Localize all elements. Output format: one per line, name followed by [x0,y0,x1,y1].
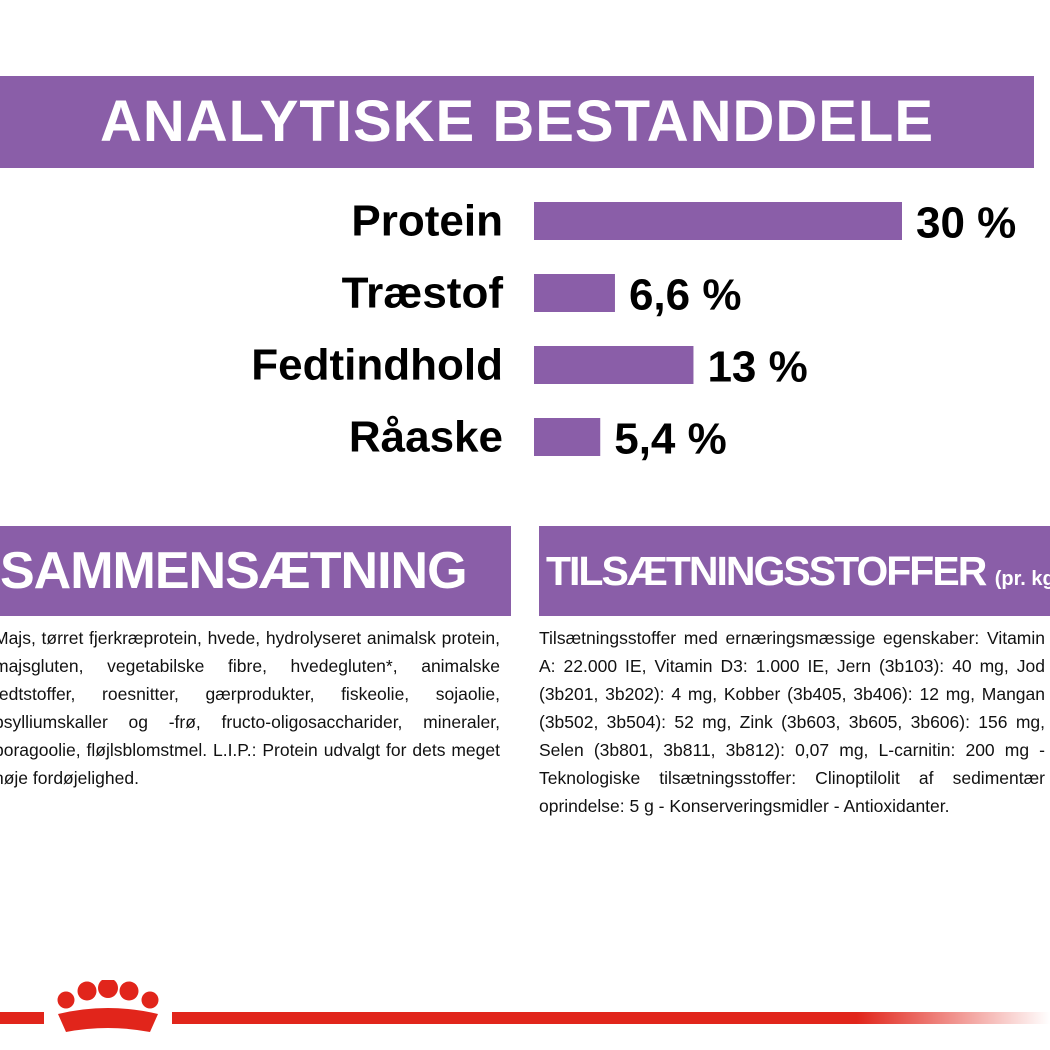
composition-header: SAMMENSÆTNING [0,526,511,616]
value-label: 6,6 % [629,271,742,320]
bar-tr-stof [534,274,615,312]
additives-text: Tilsætningsstoffer med ernæringsmæssige … [539,628,1045,816]
banner-title: ANALYTISKE BESTANDDELE [99,89,935,154]
category-label: Træstof [342,269,504,318]
composition-title: SAMMENSÆTNING [0,542,468,600]
category-label: Råaske [349,413,503,462]
value-label: 5,4 % [614,415,727,464]
bar-r-aske [534,418,601,456]
additives-title-wrap: TILSÆTNINGSSTOFFER (pr. kg) [546,526,1050,616]
value-label: 13 % [707,343,807,392]
footer-line-left [0,1012,44,1024]
category-label: Fedtindhold [251,341,503,390]
bar-protein [534,202,902,240]
additives-header: TILSÆTNINGSSTOFFER (pr. kg) [539,526,1050,616]
bar-fedtindhold [534,346,694,384]
crown-logo-icon [57,980,159,1032]
footer-line-right [172,1012,1050,1024]
additives-title: TILSÆTNINGSSTOFFER [546,548,987,594]
analysis-bar-chart: Protein 30 % Træstof 6,6 % Fedtindhold 13 % Rå… [251,197,1016,464]
footer [0,980,1050,1032]
additives-unit: (pr. kg) [994,568,1050,590]
analysis-banner: ANALYTISKE BESTANDDELE [0,76,1034,168]
value-label: 30 % [916,199,1016,248]
category-label: Protein [351,197,503,246]
composition-text: Majs, tørret fjerkræprotein, hvede, hydr… [0,628,500,788]
